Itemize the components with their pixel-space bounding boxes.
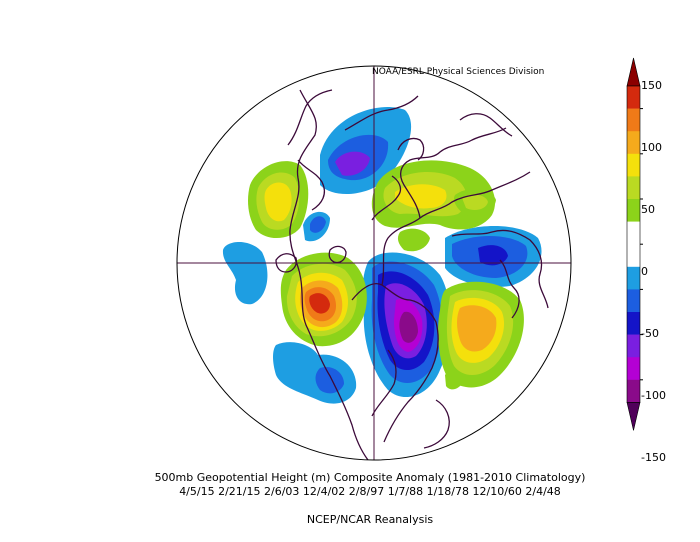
source-credit: NOAA/ESRL Physical Sciences Division xyxy=(372,67,545,77)
colorbar-label-neg100: -100 xyxy=(641,389,666,402)
colorbar-segment xyxy=(627,176,640,200)
colorbar-segment xyxy=(627,199,640,222)
colorbar-segment xyxy=(627,86,640,109)
positive-anomaly-ridge xyxy=(280,252,367,347)
caption-source: NCEP/NCAR Reanalysis xyxy=(306,513,434,526)
colorbar-segment xyxy=(627,312,640,335)
colorbar-label-neg50: -50 xyxy=(641,327,659,340)
colorbar-segment xyxy=(627,153,640,177)
positive-anomaly-atlantic xyxy=(438,281,524,390)
map-grid-lines xyxy=(177,66,571,460)
colorbar-arrow-bottom xyxy=(626,402,641,431)
negative-anomaly-west xyxy=(222,242,268,305)
colorbar-segment xyxy=(627,266,640,290)
colorbar-segment xyxy=(627,131,640,155)
negative-anomaly-north xyxy=(320,107,412,195)
coastlines xyxy=(275,89,549,460)
colorbar-segment xyxy=(627,244,640,268)
caption-dates: 4/5/15 2/21/15 2/6/03 12/4/02 2/8/97 1/7… xyxy=(179,485,561,498)
colorbar-label-neg150: -150 xyxy=(641,451,666,464)
negative-anomaly-pacific-core xyxy=(310,216,326,233)
colorbar xyxy=(626,57,643,431)
colorbar-segment xyxy=(627,357,640,381)
colorbar-label-100: 100 xyxy=(641,141,662,154)
colorbar-segment xyxy=(627,108,640,132)
caption-title: 500mb Geopotential Height (m) Composite … xyxy=(154,471,586,484)
colorbar-segment xyxy=(627,289,640,313)
colorbar-segment xyxy=(627,379,640,403)
negative-anomaly-south xyxy=(273,342,357,404)
colorbar-segment xyxy=(627,334,640,358)
colorbar-label-0: 0 xyxy=(641,265,648,278)
colorbar-label-150: 150 xyxy=(641,79,662,92)
colorbar-label-50: 50 xyxy=(641,203,655,216)
map-boundary xyxy=(176,65,572,461)
colorbar-arrow-top xyxy=(626,57,641,87)
positive-anomaly-northwest xyxy=(248,161,309,239)
colorbar-segment xyxy=(627,221,640,245)
negative-anomaly-asia xyxy=(445,226,542,288)
